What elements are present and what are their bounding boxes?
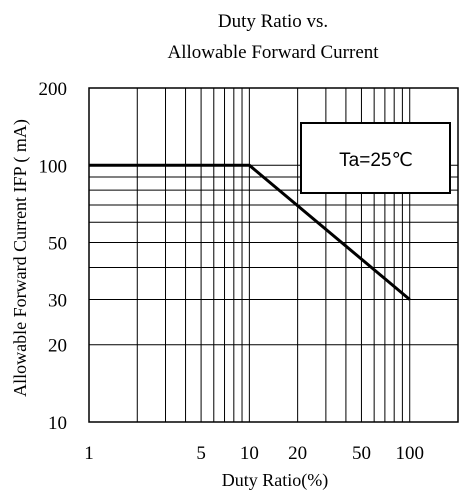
y-tick-label: 200 (39, 79, 68, 100)
x-tick-labels: 1 5 10 20 50 100 (84, 443, 424, 464)
x-tick-label: 100 (395, 443, 424, 464)
x-tick-label: 5 (196, 443, 206, 464)
annotation-box-frame (300, 122, 451, 194)
series-line (89, 163, 411, 301)
chart-title-line1: Duty Ratio vs. (218, 11, 328, 32)
annotation-label: Ta=25℃ (339, 150, 413, 171)
x-axis-label: Duty Ratio(%) (222, 470, 328, 491)
y-axis-label: Allowable Forward Current IFP ( mA) (10, 119, 31, 397)
x-tick-label: 20 (288, 443, 307, 464)
annotation-box: Ta=25℃ (300, 122, 451, 194)
y-tick-labels: 10 20 30 50 100 200 (39, 79, 68, 434)
y-tick-label: 30 (48, 291, 67, 312)
chart-title-line2: Allowable Forward Current (167, 42, 379, 63)
x-tick-label: 50 (352, 443, 371, 464)
y-tick-label: 10 (48, 413, 67, 434)
y-tick-label: 100 (39, 156, 68, 177)
y-tick-label: 20 (48, 336, 67, 357)
series-lines (89, 163, 411, 301)
x-tick-label: 10 (240, 443, 259, 464)
y-tick-label: 50 (48, 234, 67, 255)
plot-area-frame (88, 87, 459, 423)
x-tick-label: 1 (84, 443, 94, 464)
